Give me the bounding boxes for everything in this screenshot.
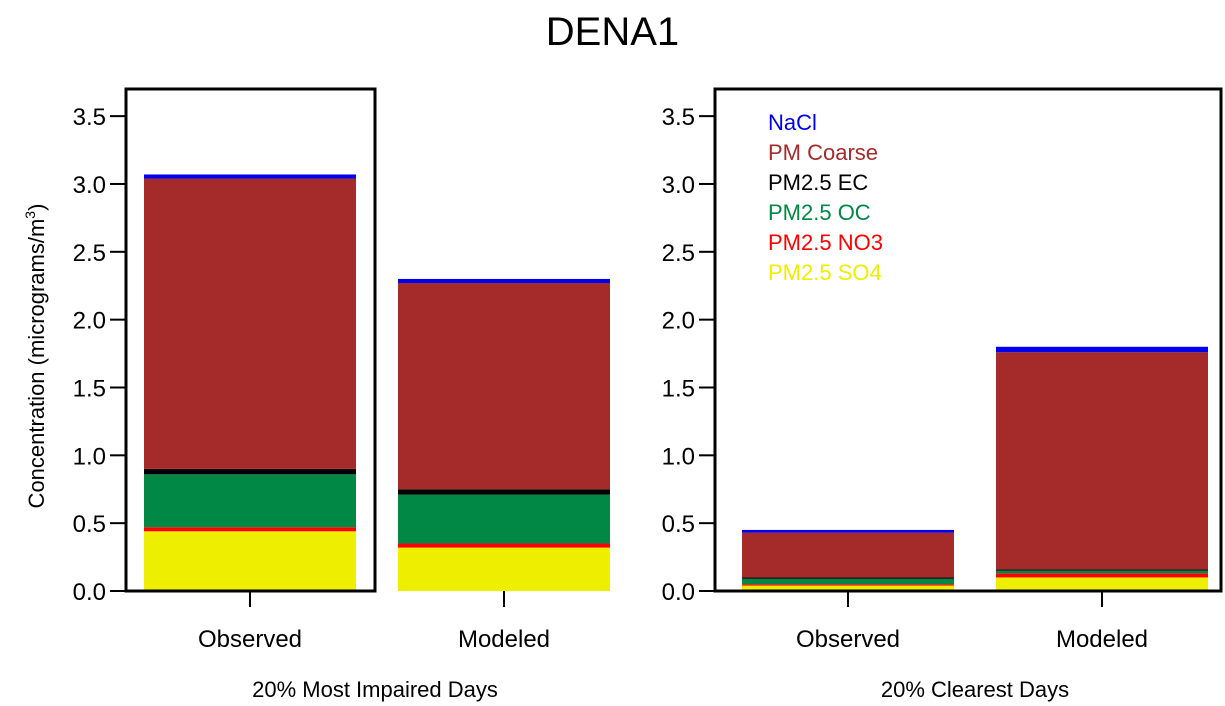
bar-segment-pm2-5-no3 bbox=[144, 527, 356, 532]
y-tick-label: 0.5 bbox=[662, 511, 695, 538]
bar-segment-pm2-5-ec bbox=[398, 489, 610, 495]
bar-segment-pm2-5-oc bbox=[144, 474, 356, 528]
chart-title: DENA1 bbox=[545, 10, 680, 54]
y-tick-label: 1.0 bbox=[662, 443, 695, 470]
legend-entry: PM2.5 NO3 bbox=[768, 230, 883, 255]
legend-entry: PM2.5 OC bbox=[768, 200, 871, 225]
bar-segment-pm2-5-oc bbox=[742, 578, 954, 585]
legend-entry: PM Coarse bbox=[768, 140, 878, 165]
bar-segment-pm2-5-ec bbox=[144, 468, 356, 475]
plot-frame bbox=[124, 87, 377, 593]
bar-segment-pm2-5-oc bbox=[996, 570, 1208, 574]
bar-segment-nacl bbox=[144, 174, 356, 179]
bar-segment-pm2-5-so4 bbox=[398, 547, 610, 591]
x-axis-label: 20% Most Impaired Days bbox=[252, 677, 498, 702]
y-tick-label: 1.0 bbox=[73, 443, 106, 470]
x-tick-label: Modeled bbox=[1056, 626, 1148, 653]
x-axis-label: 20% Clearest Days bbox=[881, 677, 1069, 702]
y-tick-label: 0.5 bbox=[73, 511, 106, 538]
panel-2: Observed Modeled 0.0 0.5 1.0 1.5 2.0 2.5 3.0 3.5 2… bbox=[662, 87, 1223, 702]
y-tick-label: 2.5 bbox=[73, 240, 106, 267]
bar-segment-pm2-5-no3 bbox=[742, 584, 954, 586]
x-tick-label: Modeled bbox=[458, 626, 550, 653]
bar-segment-nacl bbox=[398, 278, 610, 284]
y-tick-label: 3.0 bbox=[73, 172, 106, 199]
y-tick-label: 0.0 bbox=[662, 579, 695, 606]
bar-segment-pm2-5-oc bbox=[398, 494, 610, 544]
x-tick-label: Observed bbox=[796, 626, 900, 653]
bar-segment-pm-coarse bbox=[144, 178, 356, 469]
bar-segment-pm2-5-so4 bbox=[144, 531, 356, 591]
plot-frame bbox=[713, 87, 1223, 593]
legend-entry: PM2.5 SO4 bbox=[768, 260, 882, 285]
bar-segment-nacl bbox=[742, 529, 954, 533]
y-tick-label: 2.0 bbox=[662, 308, 695, 335]
panel-1: Observed Modeled 0.0 0.5 1.0 1.5 2.0 2.5 3.0 3.5 2… bbox=[73, 87, 610, 702]
y-tick-label: 3.0 bbox=[662, 172, 695, 199]
y-tick-label: 0.0 bbox=[73, 579, 106, 606]
bar-segment-pm-coarse bbox=[996, 352, 1208, 570]
bar-segment-pm2-5-so4 bbox=[742, 585, 954, 591]
y-axis-label: Concentration (micrograms/m3) bbox=[22, 204, 49, 509]
bar-segment-pm2-5-so4 bbox=[996, 577, 1208, 591]
legend-entry: PM2.5 EC bbox=[768, 170, 868, 195]
y-tick-label: 2.0 bbox=[73, 308, 106, 335]
bar-segment-pm2-5-ec bbox=[996, 569, 1208, 571]
legend-entry: NaCl bbox=[768, 110, 817, 135]
bar-segment-pm2-5-no3 bbox=[398, 543, 610, 548]
y-tick-label: 1.5 bbox=[73, 375, 106, 402]
legend: NaCl PM Coarse PM2.5 EC PM2.5 OC PM2.5 NO3 PM… bbox=[768, 110, 883, 285]
bar-segment-nacl bbox=[996, 346, 1208, 353]
y-tick-label: 1.5 bbox=[662, 375, 695, 402]
bar-segment-pm-coarse bbox=[398, 283, 610, 490]
x-tick-label: Observed bbox=[198, 626, 302, 653]
bar-segment-pm-coarse bbox=[742, 532, 954, 578]
bar-segment-pm2-5-ec bbox=[742, 577, 954, 579]
y-tick-label: 3.5 bbox=[73, 104, 106, 131]
bar-segment-pm2-5-no3 bbox=[996, 573, 1208, 578]
y-tick-label: 2.5 bbox=[662, 240, 695, 267]
y-tick-label: 3.5 bbox=[662, 104, 695, 131]
